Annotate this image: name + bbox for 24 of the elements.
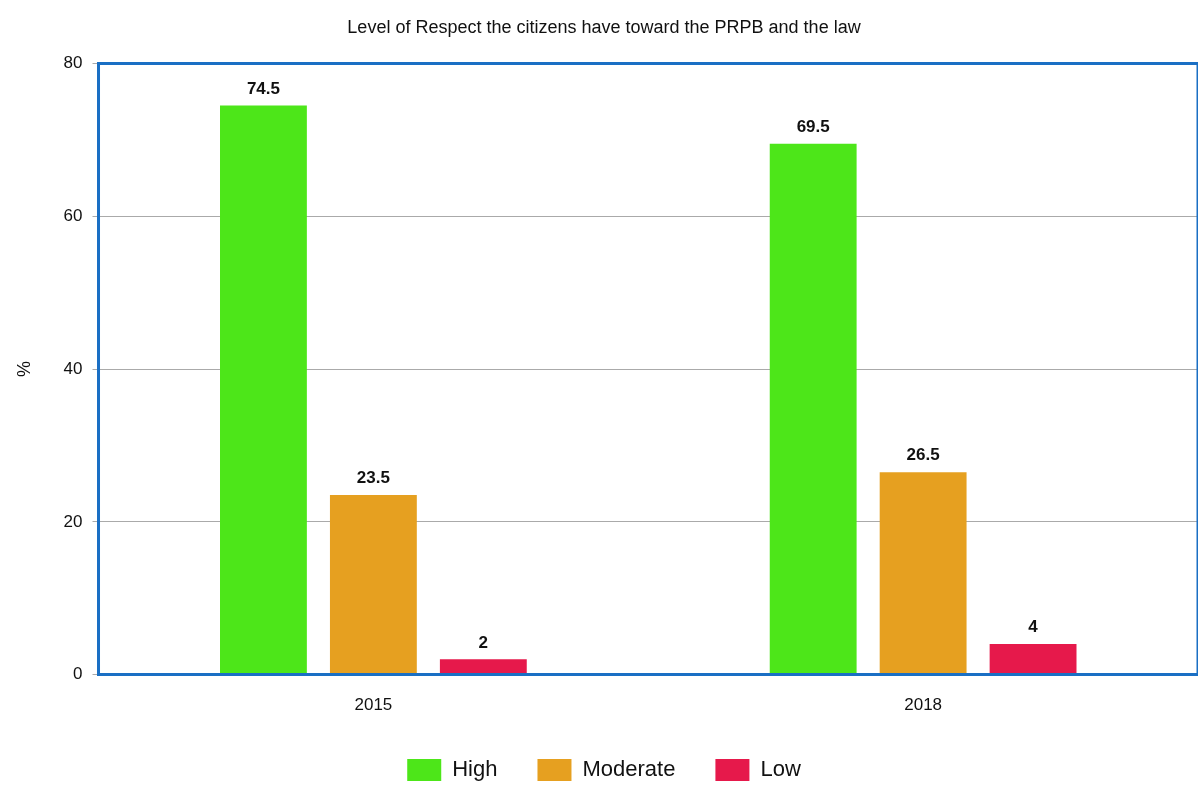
bar [439, 659, 527, 675]
data-label: 74.5 [246, 78, 280, 98]
y-tick-label: 60 [63, 206, 83, 226]
x-tick-label: 2018 [904, 695, 943, 715]
y-axis-title: % [13, 361, 34, 378]
y-tick-label: 20 [63, 511, 83, 531]
bar [879, 472, 967, 675]
chart-title: Level of Respect the citizens have toward the PRPB and the law [347, 16, 862, 37]
data-label: 26.5 [906, 445, 940, 465]
legend-label: Moderate [582, 756, 676, 782]
bar [989, 644, 1077, 675]
bar [220, 105, 307, 675]
data-label: 69.5 [796, 116, 830, 136]
x-tick-label: 2015 [354, 695, 393, 715]
data-label: 2 [478, 632, 489, 652]
y-tick-label: 0 [73, 664, 83, 684]
data-label: 23.5 [356, 468, 390, 488]
legend-label: High [452, 756, 498, 782]
y-tick-label: 80 [63, 53, 83, 73]
legend-label: Low [760, 756, 801, 782]
y-tick-label: 40 [63, 358, 83, 378]
data-label: 4 [1028, 617, 1039, 637]
bar [329, 495, 417, 675]
bar [769, 143, 857, 675]
